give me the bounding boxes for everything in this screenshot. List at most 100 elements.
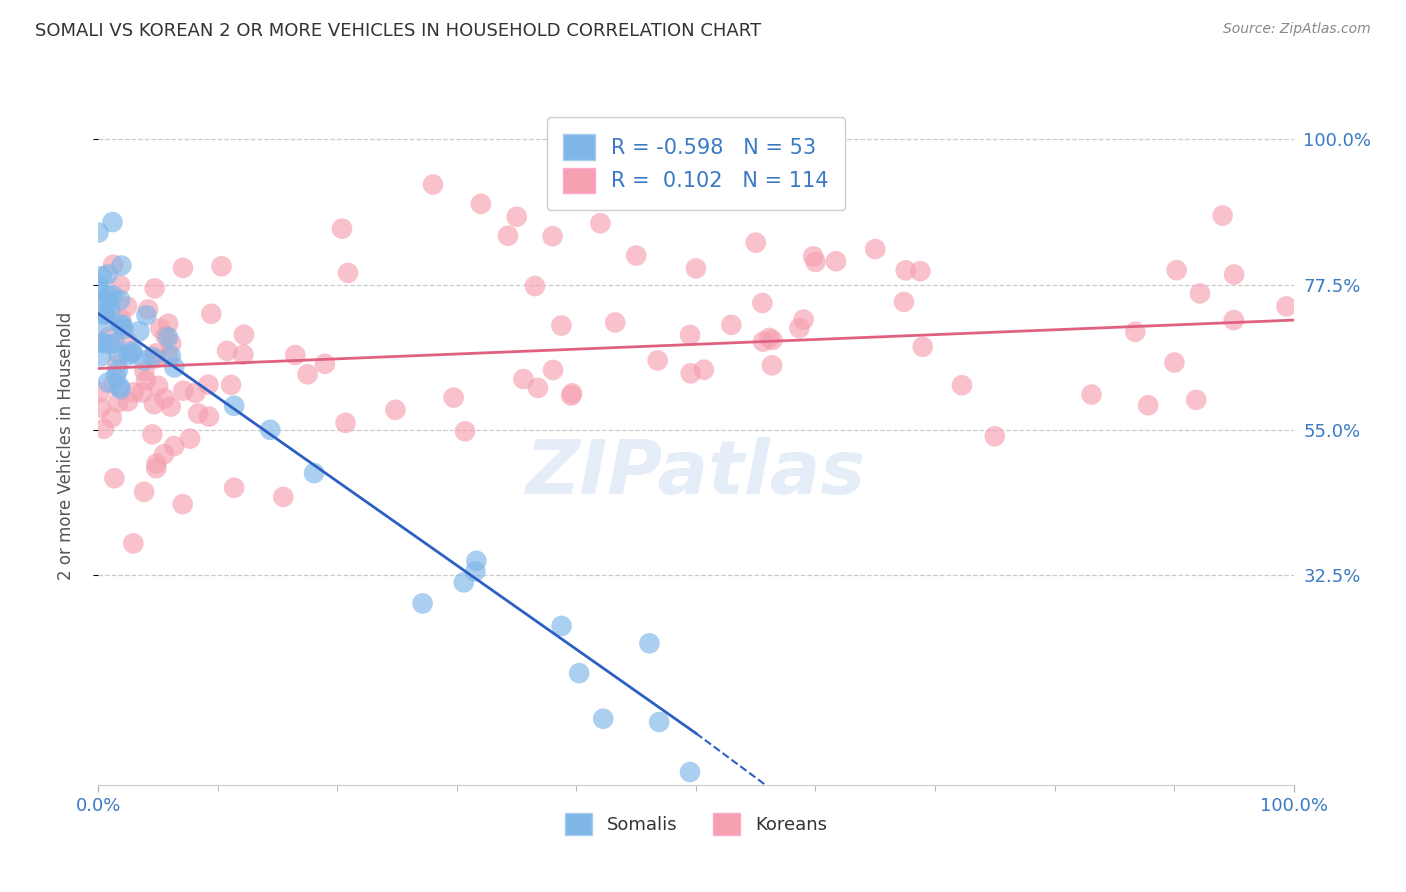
Point <box>184 385 207 400</box>
Point <box>136 302 159 317</box>
Point <box>443 391 465 405</box>
Point <box>145 346 167 360</box>
Point <box>219 377 242 392</box>
Point <box>314 357 336 371</box>
Point <box>131 385 153 400</box>
Point <box>337 266 360 280</box>
Point <box>172 497 194 511</box>
Point <box>132 484 155 499</box>
Point <box>108 278 131 293</box>
Point <box>97 295 120 310</box>
Point <box>97 289 120 303</box>
Point <box>157 349 180 363</box>
Point <box>91 269 114 284</box>
Point <box>330 221 353 235</box>
Point <box>752 334 775 349</box>
Point <box>1163 355 1185 369</box>
Point <box>187 407 209 421</box>
Point <box>679 367 702 381</box>
Y-axis label: 2 or more Vehicles in Household: 2 or more Vehicles in Household <box>56 312 75 580</box>
Point <box>1080 387 1102 401</box>
Point <box>527 381 550 395</box>
Point <box>335 416 357 430</box>
Point <box>146 379 169 393</box>
Point <box>215 343 238 358</box>
Point <box>89 385 111 400</box>
Point <box>464 565 486 579</box>
Point <box>865 242 887 256</box>
Point <box>107 395 129 409</box>
Point <box>97 268 120 282</box>
Point <box>134 364 156 378</box>
Point <box>200 307 222 321</box>
Point <box>117 348 139 362</box>
Point <box>592 712 614 726</box>
Point <box>141 350 163 364</box>
Point <box>89 401 111 415</box>
Point <box>160 336 183 351</box>
Point <box>233 327 256 342</box>
Text: SOMALI VS KOREAN 2 OR MORE VEHICLES IN HOUSEHOLD CORRELATION CHART: SOMALI VS KOREAN 2 OR MORE VEHICLES IN H… <box>35 22 761 40</box>
Point <box>135 374 157 388</box>
Point <box>172 384 194 398</box>
Point <box>605 316 627 330</box>
Point <box>825 254 848 268</box>
Point <box>157 317 180 331</box>
Point <box>793 312 815 326</box>
Point <box>110 318 132 332</box>
Point <box>560 388 582 402</box>
Point <box>1188 286 1211 301</box>
Point <box>198 409 221 424</box>
Point <box>984 429 1007 443</box>
Point <box>1275 299 1298 313</box>
Point <box>87 226 110 240</box>
Point <box>115 300 138 314</box>
Point <box>626 248 648 262</box>
Point <box>87 279 110 293</box>
Point <box>894 263 917 277</box>
Point <box>143 397 166 411</box>
Point <box>561 386 583 401</box>
Point <box>141 427 163 442</box>
Point <box>101 410 124 425</box>
Point <box>1223 313 1246 327</box>
Point <box>751 296 773 310</box>
Point <box>412 597 434 611</box>
Point <box>132 353 155 368</box>
Point <box>1212 209 1234 223</box>
Point <box>122 536 145 550</box>
Point <box>163 360 186 375</box>
Point <box>91 336 114 351</box>
Point <box>893 294 915 309</box>
Point <box>496 228 519 243</box>
Point <box>679 765 702 780</box>
Point <box>112 322 135 336</box>
Point <box>1166 263 1188 277</box>
Point <box>638 636 661 650</box>
Point <box>145 461 167 475</box>
Point <box>145 457 167 471</box>
Point <box>297 368 319 382</box>
Point <box>422 178 444 192</box>
Point <box>143 351 166 366</box>
Point <box>143 281 166 295</box>
Point <box>720 318 742 332</box>
Point <box>93 422 115 436</box>
Point <box>153 392 176 406</box>
Point <box>101 288 124 302</box>
Point <box>384 402 406 417</box>
Point <box>153 447 176 461</box>
Point <box>93 308 115 322</box>
Point <box>94 306 117 320</box>
Point <box>950 378 973 392</box>
Point <box>679 328 702 343</box>
Point <box>224 481 246 495</box>
Point <box>758 331 780 345</box>
Point <box>911 340 934 354</box>
Point <box>105 358 128 372</box>
Point <box>589 216 612 230</box>
Point <box>685 261 707 276</box>
Point <box>135 308 157 322</box>
Point <box>804 255 827 269</box>
Point <box>789 321 811 335</box>
